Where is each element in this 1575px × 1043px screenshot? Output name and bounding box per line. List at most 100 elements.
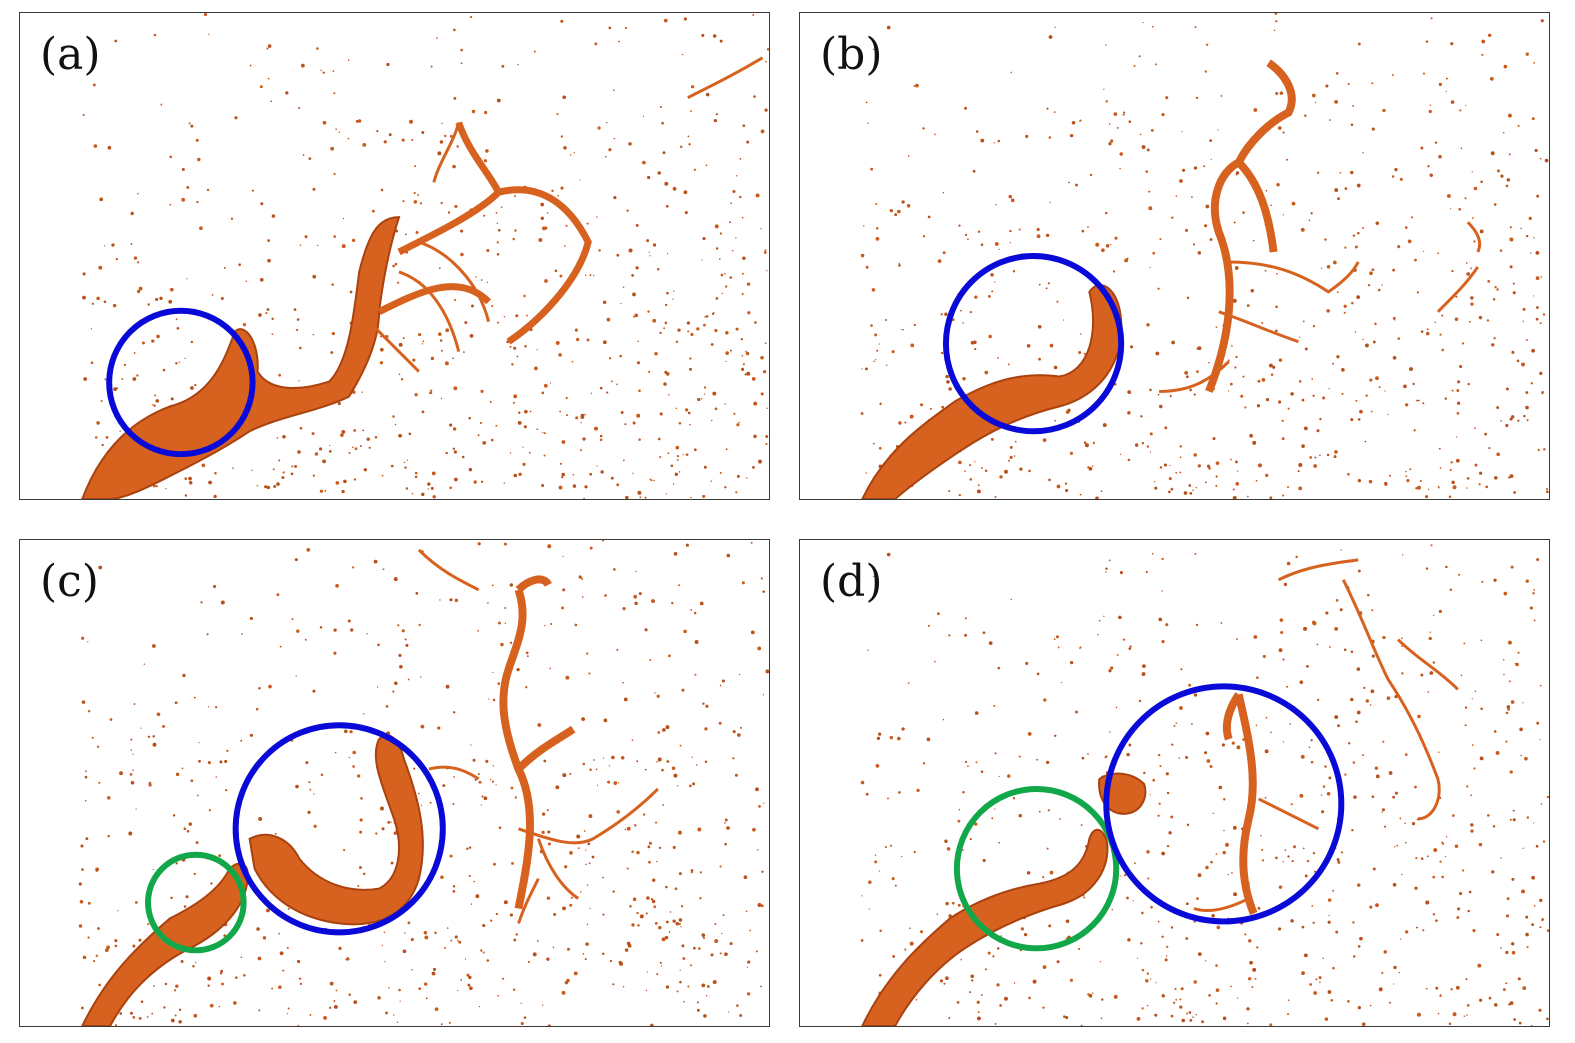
droplet [347, 619, 351, 623]
droplet [305, 761, 309, 765]
droplet [719, 952, 722, 955]
droplet [206, 633, 209, 636]
droplet [566, 978, 570, 983]
droplet [661, 121, 664, 125]
droplet [555, 785, 560, 790]
droplet [1186, 296, 1190, 300]
droplet [1500, 174, 1504, 178]
droplet [1388, 474, 1391, 477]
droplet [894, 213, 898, 217]
droplet [175, 772, 180, 777]
droplet [752, 466, 755, 469]
droplet [1042, 1006, 1045, 1009]
droplet [958, 808, 961, 811]
droplet [1084, 443, 1089, 448]
droplet [766, 48, 769, 51]
droplet [133, 703, 136, 705]
droplet [1533, 619, 1536, 622]
droplet [1378, 386, 1381, 389]
droplet [1438, 154, 1442, 159]
droplet [1386, 696, 1391, 700]
droplet [457, 989, 459, 992]
droplet [705, 704, 709, 708]
droplet [543, 759, 547, 763]
droplet [1466, 262, 1468, 264]
droplet [513, 394, 518, 399]
droplet [976, 489, 981, 494]
droplet [151, 339, 155, 343]
droplet [184, 494, 188, 497]
droplet [1270, 204, 1272, 207]
droplet [1265, 473, 1269, 478]
droplet [556, 113, 559, 116]
droplet [606, 391, 609, 394]
droplet [1486, 319, 1490, 322]
droplet [1415, 857, 1418, 860]
droplet [913, 850, 916, 854]
droplet [1432, 875, 1436, 879]
droplet [1451, 480, 1455, 485]
droplet [1264, 749, 1269, 754]
droplet [330, 146, 335, 151]
droplet [662, 804, 665, 806]
droplet [1088, 466, 1093, 471]
droplet [201, 463, 206, 468]
droplet [1488, 996, 1492, 1000]
droplet [1018, 813, 1022, 818]
droplet [114, 39, 118, 43]
panel-label: (c) [40, 556, 99, 607]
droplet [969, 464, 972, 467]
droplet [599, 386, 603, 390]
droplet [1429, 671, 1434, 675]
droplet [763, 802, 765, 804]
droplet [363, 468, 367, 472]
droplet [1310, 739, 1313, 742]
droplet [1525, 391, 1529, 394]
droplet [1256, 404, 1261, 408]
droplet [1503, 673, 1505, 676]
droplet [1513, 491, 1516, 494]
droplet [560, 19, 564, 23]
droplet [542, 432, 544, 434]
droplet [1496, 288, 1499, 291]
droplet [1256, 676, 1259, 679]
droplet [1278, 358, 1283, 362]
droplet [312, 474, 315, 477]
droplet [1159, 238, 1162, 241]
droplet [710, 343, 714, 346]
droplet [948, 1017, 951, 1020]
droplet [279, 951, 284, 956]
droplet [1371, 609, 1374, 612]
droplet [497, 994, 499, 997]
droplet [1420, 330, 1424, 333]
droplet [679, 969, 681, 971]
droplet [193, 696, 196, 699]
droplet [752, 14, 755, 16]
droplet [589, 546, 593, 550]
droplet [631, 923, 635, 927]
droplet [1054, 26, 1056, 29]
droplet [1183, 491, 1188, 495]
droplet [1328, 776, 1332, 780]
panel-label: (a) [40, 29, 101, 80]
droplet [1128, 647, 1132, 650]
droplet [749, 929, 752, 932]
droplet [1401, 554, 1404, 556]
droplet [477, 434, 480, 437]
droplet [683, 17, 687, 21]
droplet [1168, 490, 1171, 494]
droplet [1010, 198, 1015, 203]
droplet [600, 470, 604, 474]
droplet [512, 988, 516, 991]
droplet [563, 146, 567, 150]
droplet [1375, 903, 1379, 908]
droplet [946, 380, 950, 384]
droplet [1315, 978, 1318, 981]
droplet [632, 897, 637, 902]
droplet [1048, 35, 1053, 39]
droplet [1269, 496, 1273, 499]
droplet [1343, 648, 1347, 652]
droplet [1311, 93, 1316, 98]
droplet [1127, 411, 1131, 415]
droplet [1146, 1004, 1149, 1007]
